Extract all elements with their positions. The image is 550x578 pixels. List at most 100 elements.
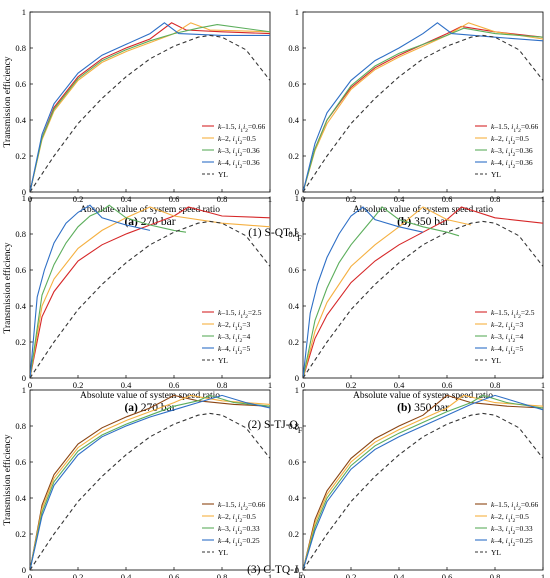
legend-label: k–2, i1i2=0.5 [218,512,256,524]
x-tick-label: 0.2 [346,380,357,390]
group-label: (2) S-TJ-QF [248,419,303,435]
x-tick-label: 1 [541,572,545,578]
plot-frame [29,11,271,193]
y-tick-label: 1 [295,7,299,17]
legend-label: k–3, i1i2=0.36 [491,146,533,158]
series-line-k-4 [303,394,543,570]
x-tick-label: 0.8 [217,572,228,578]
y-tick-label: 0.8 [288,421,299,431]
x-tick-label: 0.4 [394,194,405,204]
y-tick-label: 0.8 [15,229,26,239]
legend-label: k–2, i1i2=0.5 [491,134,529,146]
y-tick-label: 1 [22,193,26,203]
series-line-yl [30,220,270,378]
x-tick-label: 0.2 [73,194,84,204]
y-tick-label: 0.6 [15,265,26,275]
series-line-k-2 [30,206,270,378]
y-tick-label: 0 [22,373,26,383]
x-tick-label: 0.2 [346,194,357,204]
x-tick-label: 0.4 [121,380,132,390]
x-axis-label: Absolute value of system speed ratio [353,390,493,401]
plot-frame [302,197,544,379]
x-tick-label: 1 [268,572,272,578]
y-tick-label: 0.8 [15,43,26,53]
y-tick-label: 1 [295,385,299,395]
x-tick-label: 0.8 [217,194,228,204]
series-line-k-3 [30,394,270,570]
series-line-yl [303,412,543,570]
x-tick-label: 0.8 [490,380,501,390]
legend-label: YL [491,356,501,365]
series-line-k-3 [30,204,187,378]
y-tick-label: 0 [295,373,299,383]
series-line-k-4 [30,22,270,192]
legend-label: k–4, i1i2=0.36 [491,158,533,170]
y-tick-label: 0.2 [15,529,26,539]
series-line-k-4 [303,206,424,378]
y-tick-label: 0.8 [288,43,299,53]
series-line-k-2 [303,22,543,192]
legend-label: k–2, i1i2=0.5 [491,512,529,524]
x-tick-label: 0.4 [121,572,132,578]
series-line-yl [303,34,543,192]
series-line-k-3 [30,24,270,192]
x-tick-label: 0.6 [169,380,180,390]
plot-frame [29,197,271,379]
series-line-k-1-5 [30,206,270,378]
x-tick-label: 0.2 [73,380,84,390]
y-tick-label: 0.4 [288,301,299,311]
series-line-k-3 [303,206,460,378]
legend-label: YL [218,170,228,179]
y-tick-label: 0.2 [15,151,26,161]
series-line-yl [30,34,270,192]
y-tick-label: 1 [22,385,26,395]
legend-label: k–4, i1i2=0.25 [491,536,533,548]
legend-label: k–1.5, i1i2=2.5 [218,308,262,320]
x-tick-label: 0 [301,572,305,578]
legend-label: k–4, i1i2=5 [491,344,524,356]
series-line-k-3 [303,27,543,192]
x-tick-label: 0.6 [442,380,453,390]
x-tick-label: 0.2 [346,572,357,578]
y-tick-label: 0.4 [288,115,299,125]
plot-frame [302,11,544,193]
x-tick-label: 0.6 [442,572,453,578]
series-line-k-1-5 [303,394,543,570]
group-label: (3) C-TQ-JF [247,564,303,578]
y-tick-label: 0.8 [15,421,26,431]
chart-panel-6: 0 0.2 0.4 0.6 0.8 1 0 0.2 0.4 0.6 0.8 1 Absolute val… [288,385,545,578]
y-tick-label: 1 [295,193,299,203]
series-line-yl [30,412,270,570]
legend-label: k–1.5, i1i2=0.66 [491,122,539,134]
series-line-k-2 [303,206,472,378]
series-line-k-3 [303,394,543,570]
x-tick-label: 0 [28,572,32,578]
x-axis-label: Absolute value of system speed ratio [80,390,220,401]
y-tick-label: 0.8 [288,229,299,239]
chart-panel-5: 0 0.2 0.4 0.6 0.8 1 0 0.2 0.4 0.6 0.8 1 Absolute val… [2,385,272,578]
y-tick-label: 0 [295,565,299,575]
legend-label: k–4, i1i2=5 [218,344,251,356]
legend-label: k–2, i1i2=0.5 [218,134,256,146]
y-tick-label: 0.6 [288,79,299,89]
group-label: (1) S-QT-JF [248,227,302,243]
x-tick-label: 0.6 [442,194,453,204]
x-tick-label: 0 [301,380,305,390]
plot-frame [29,389,271,571]
y-tick-label: 0 [295,187,299,197]
legend-label: k–1.5, i1i2=0.66 [491,500,539,512]
series-line-k-1-5 [303,206,543,378]
y-tick-label: 0.4 [15,115,26,125]
x-tick-label: 0.4 [394,572,405,578]
x-axis-label: Absolute value of system speed ratio [80,204,220,215]
legend-label: k–3, i1i2=0.36 [218,146,260,158]
series-line-yl [303,220,543,378]
x-tick-label: 0.8 [217,380,228,390]
legend-label: k–1.5, i1i2=2.5 [491,308,535,320]
x-tick-label: 1 [541,380,545,390]
legend-label: k–4, i1i2=0.36 [218,158,260,170]
legend-label: k–2, i1i2=3 [218,320,251,332]
legend-label: k–3, i1i2=4 [218,332,251,344]
